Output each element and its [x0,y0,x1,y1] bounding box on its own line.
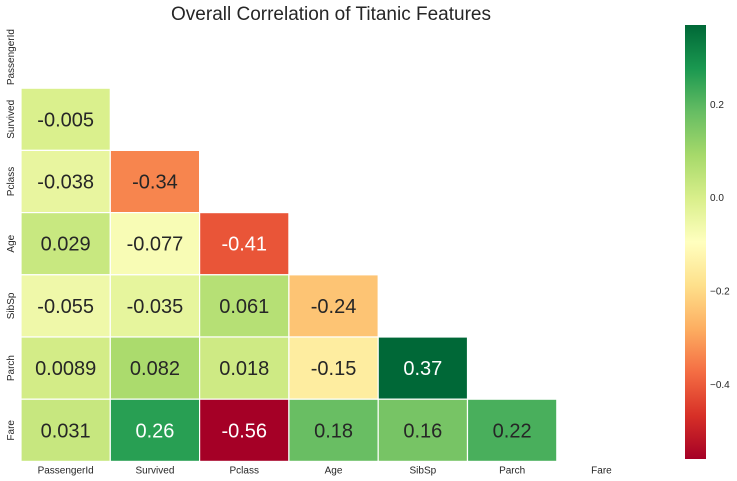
heatmap-cell: -0.038 [20,149,111,214]
x-tick-label: Fare [591,465,612,476]
colorbar-tick-label: −0.2 [710,287,730,298]
chart-title: Overall Correlation of Titanic Features [171,4,491,25]
colorbar-gradient [685,25,706,459]
heatmap-cell: 0.029 [20,212,111,276]
colorbar-ticks: 0.2 0.0 −0.2 −0.4 [710,100,730,391]
heatmap-cell: 0.18 [288,398,379,463]
y-tick-label: Parch [6,355,17,381]
heatmap-cell: -0.055 [20,274,111,338]
heatmap-cell-label: 0.22 [493,420,532,442]
y-tick-label: PassengerId [6,29,17,85]
x-tick-label: SibSp [410,465,437,476]
heatmap-cell-label: -0.41 [221,234,267,256]
heatmap-cell: -0.005 [20,87,111,151]
heatmap-cell: -0.035 [109,274,201,338]
heatmap-cell-label: -0.34 [132,172,178,194]
heatmap-cell-rect [109,149,201,214]
heatmap-cells: -0.005 -0.038 -0.34 0.029 -0.077 -0.41 -0.055 -… [20,87,558,463]
heatmap-cell: 0.37 [377,336,469,400]
x-tick-label: Pclass [230,465,259,476]
heatmap-cell: -0.077 [109,212,201,276]
colorbar-tick-label: −0.4 [710,380,730,391]
heatmap-cell-rect [109,336,201,400]
heatmap-cell: -0.24 [288,274,379,338]
x-tick-label: Survived [135,465,174,476]
heatmap-cell-label: -0.24 [311,296,357,318]
y-tick-label: Fare [6,420,17,441]
heatmap-cell-label: 0.018 [219,358,269,380]
heatmap-cell-rect [199,398,290,463]
heatmap-cell-label: 0.26 [135,420,174,442]
x-tick-label: PassengerId [38,465,94,476]
heatmap-cell: -0.56 [199,398,290,463]
heatmap-cell: -0.15 [288,336,379,400]
heatmap-cell-rect [377,398,469,463]
heatmap-cell: 0.031 [20,398,111,463]
heatmap-cell-rect [20,149,111,214]
x-tick-label: Parch [499,465,525,476]
heatmap-cell: -0.41 [199,212,290,276]
heatmap-cell-label: -0.56 [221,420,267,442]
heatmap-cell-rect [109,398,201,463]
heatmap-cell-label: -0.035 [127,296,184,318]
heatmap-cell-rect [109,274,201,338]
heatmap-cell-rect [20,398,111,463]
heatmap-cell-label: 0.37 [403,358,442,380]
heatmap-cell-label: 0.031 [41,420,91,442]
heatmap-cell: 0.0089 [20,336,111,400]
y-axis-tick-labels: PassengerId Survived Pclass Age SibSp Parch Fa… [6,29,17,441]
heatmap-cell: 0.16 [377,398,469,463]
heatmap-cell-label: 0.061 [219,296,269,318]
heatmap-cell: 0.018 [199,336,290,400]
y-tick-label: SibSp [6,292,17,319]
heatmap-cell-label: 0.16 [403,420,442,442]
x-axis-tick-labels: PassengerId Survived Pclass Age SibSp Parch Fa… [38,465,613,476]
heatmap-cell-label: 0.029 [41,234,91,256]
heatmap-cell-rect [20,87,111,151]
heatmap-cell-rect [466,398,558,463]
y-tick-label: Survived [6,100,17,139]
heatmap-cell: 0.26 [109,398,201,463]
heatmap-cell-label: 0.0089 [35,358,96,380]
heatmap-cell-label: -0.038 [37,172,94,194]
heatmap-cell-rect [288,336,379,400]
colorbar-tick-label: 0.0 [710,193,724,204]
colorbar: 0.2 0.0 −0.2 −0.4 [685,25,730,459]
heatmap-cell-label: -0.077 [127,234,184,256]
heatmap-cell-rect [199,212,290,276]
heatmap-cell: 0.061 [199,274,290,338]
heatmap-cell-label: -0.15 [311,358,357,380]
x-tick-label: Age [325,465,343,476]
heatmap-cell-rect [288,274,379,338]
heatmap-cell-label: 0.082 [130,358,180,380]
heatmap-cell: 0.082 [109,336,201,400]
heatmap-cell-rect [288,398,379,463]
heatmap-cell-label: -0.055 [37,296,94,318]
colorbar-tick-label: 0.2 [710,100,724,111]
heatmap-cell-label: 0.18 [314,420,353,442]
heatmap-cell-label: -0.005 [37,109,94,131]
y-tick-label: Pclass [6,167,17,196]
heatmap-cell: -0.34 [109,149,201,214]
y-tick-label: Age [6,234,17,252]
heatmap-cell: 0.22 [466,398,558,463]
